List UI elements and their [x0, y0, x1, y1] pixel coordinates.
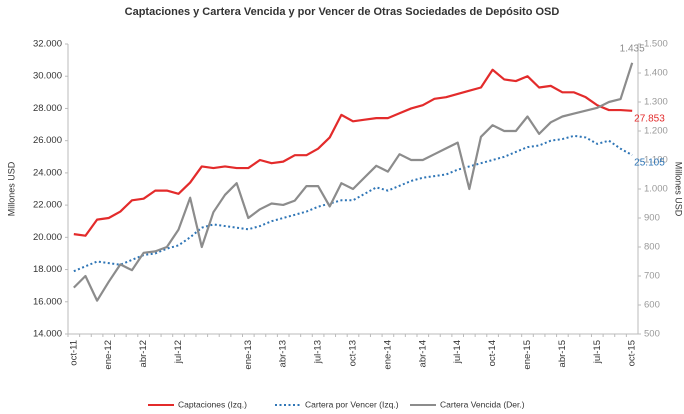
series-line	[73, 62, 634, 302]
x-tick-label: abr-12	[138, 340, 149, 367]
x-tick-label: ene-12	[103, 340, 114, 370]
x-tick-label: jul-13	[313, 340, 324, 364]
value-label: 27.853	[634, 113, 665, 124]
x-tick-label: ene-13	[243, 340, 254, 370]
series-line	[73, 68, 633, 237]
value-label: 25.105	[634, 158, 665, 169]
x-tick-label: abr-13	[278, 340, 289, 367]
y-tick-label: 32.000	[33, 39, 62, 50]
x-tick-label: oct-13	[348, 340, 359, 366]
x-tick-label: abr-14	[417, 340, 428, 367]
x-tick-label: jul-14	[452, 340, 463, 364]
x-tick-label: jul-12	[173, 340, 184, 364]
y-tick-label: 28.000	[33, 103, 62, 114]
y-tick-label: 20.000	[33, 232, 62, 243]
y2-axis-title: Millones USD	[674, 162, 684, 217]
y-axis-title: Millones USD	[6, 161, 16, 216]
y2-tick-label: 800	[644, 242, 660, 253]
y2-tick-label: 900	[644, 213, 660, 224]
legend-label: Captaciones (Izq.)	[178, 399, 247, 409]
x-tick-label: jul-15	[592, 340, 603, 364]
y2-tick-label: 1.400	[644, 68, 668, 79]
y-tick-label: 30.000	[33, 71, 62, 82]
y2-tick-label: 500	[644, 329, 660, 340]
x-tick-label: oct-14	[487, 340, 498, 366]
chart-title: Captaciones y Cartera Vencida y por Venc…	[125, 6, 560, 18]
y-tick-label: 18.000	[33, 264, 62, 275]
y2-tick-label: 700	[644, 271, 660, 282]
y2-tick-label: 1.000	[644, 184, 668, 195]
x-tick-label: oct-15	[627, 340, 638, 366]
legend-label: Cartera por Vencer (Izq.)	[305, 399, 399, 409]
x-tick-label: ene-15	[522, 340, 533, 370]
y2-tick-label: 1.500	[644, 39, 668, 50]
y-tick-label: 26.000	[33, 135, 62, 146]
value-label: 1.435	[620, 43, 645, 54]
legend-label: Cartera Vencida (Der.)	[440, 399, 525, 409]
y2-tick-label: 1.100	[644, 155, 668, 166]
y-tick-label: 24.000	[33, 167, 62, 178]
y-tick-label: 14.000	[33, 329, 62, 340]
x-tick-label: oct-11	[68, 340, 79, 366]
x-tick-label: ene-14	[382, 340, 393, 370]
y2-tick-label: 1.200	[644, 126, 668, 137]
y2-tick-label: 1.300	[644, 97, 668, 108]
y-tick-label: 16.000	[33, 296, 62, 307]
x-tick-label: abr-15	[557, 340, 568, 367]
y-tick-label: 22.000	[33, 200, 62, 211]
y2-tick-label: 600	[644, 300, 660, 311]
